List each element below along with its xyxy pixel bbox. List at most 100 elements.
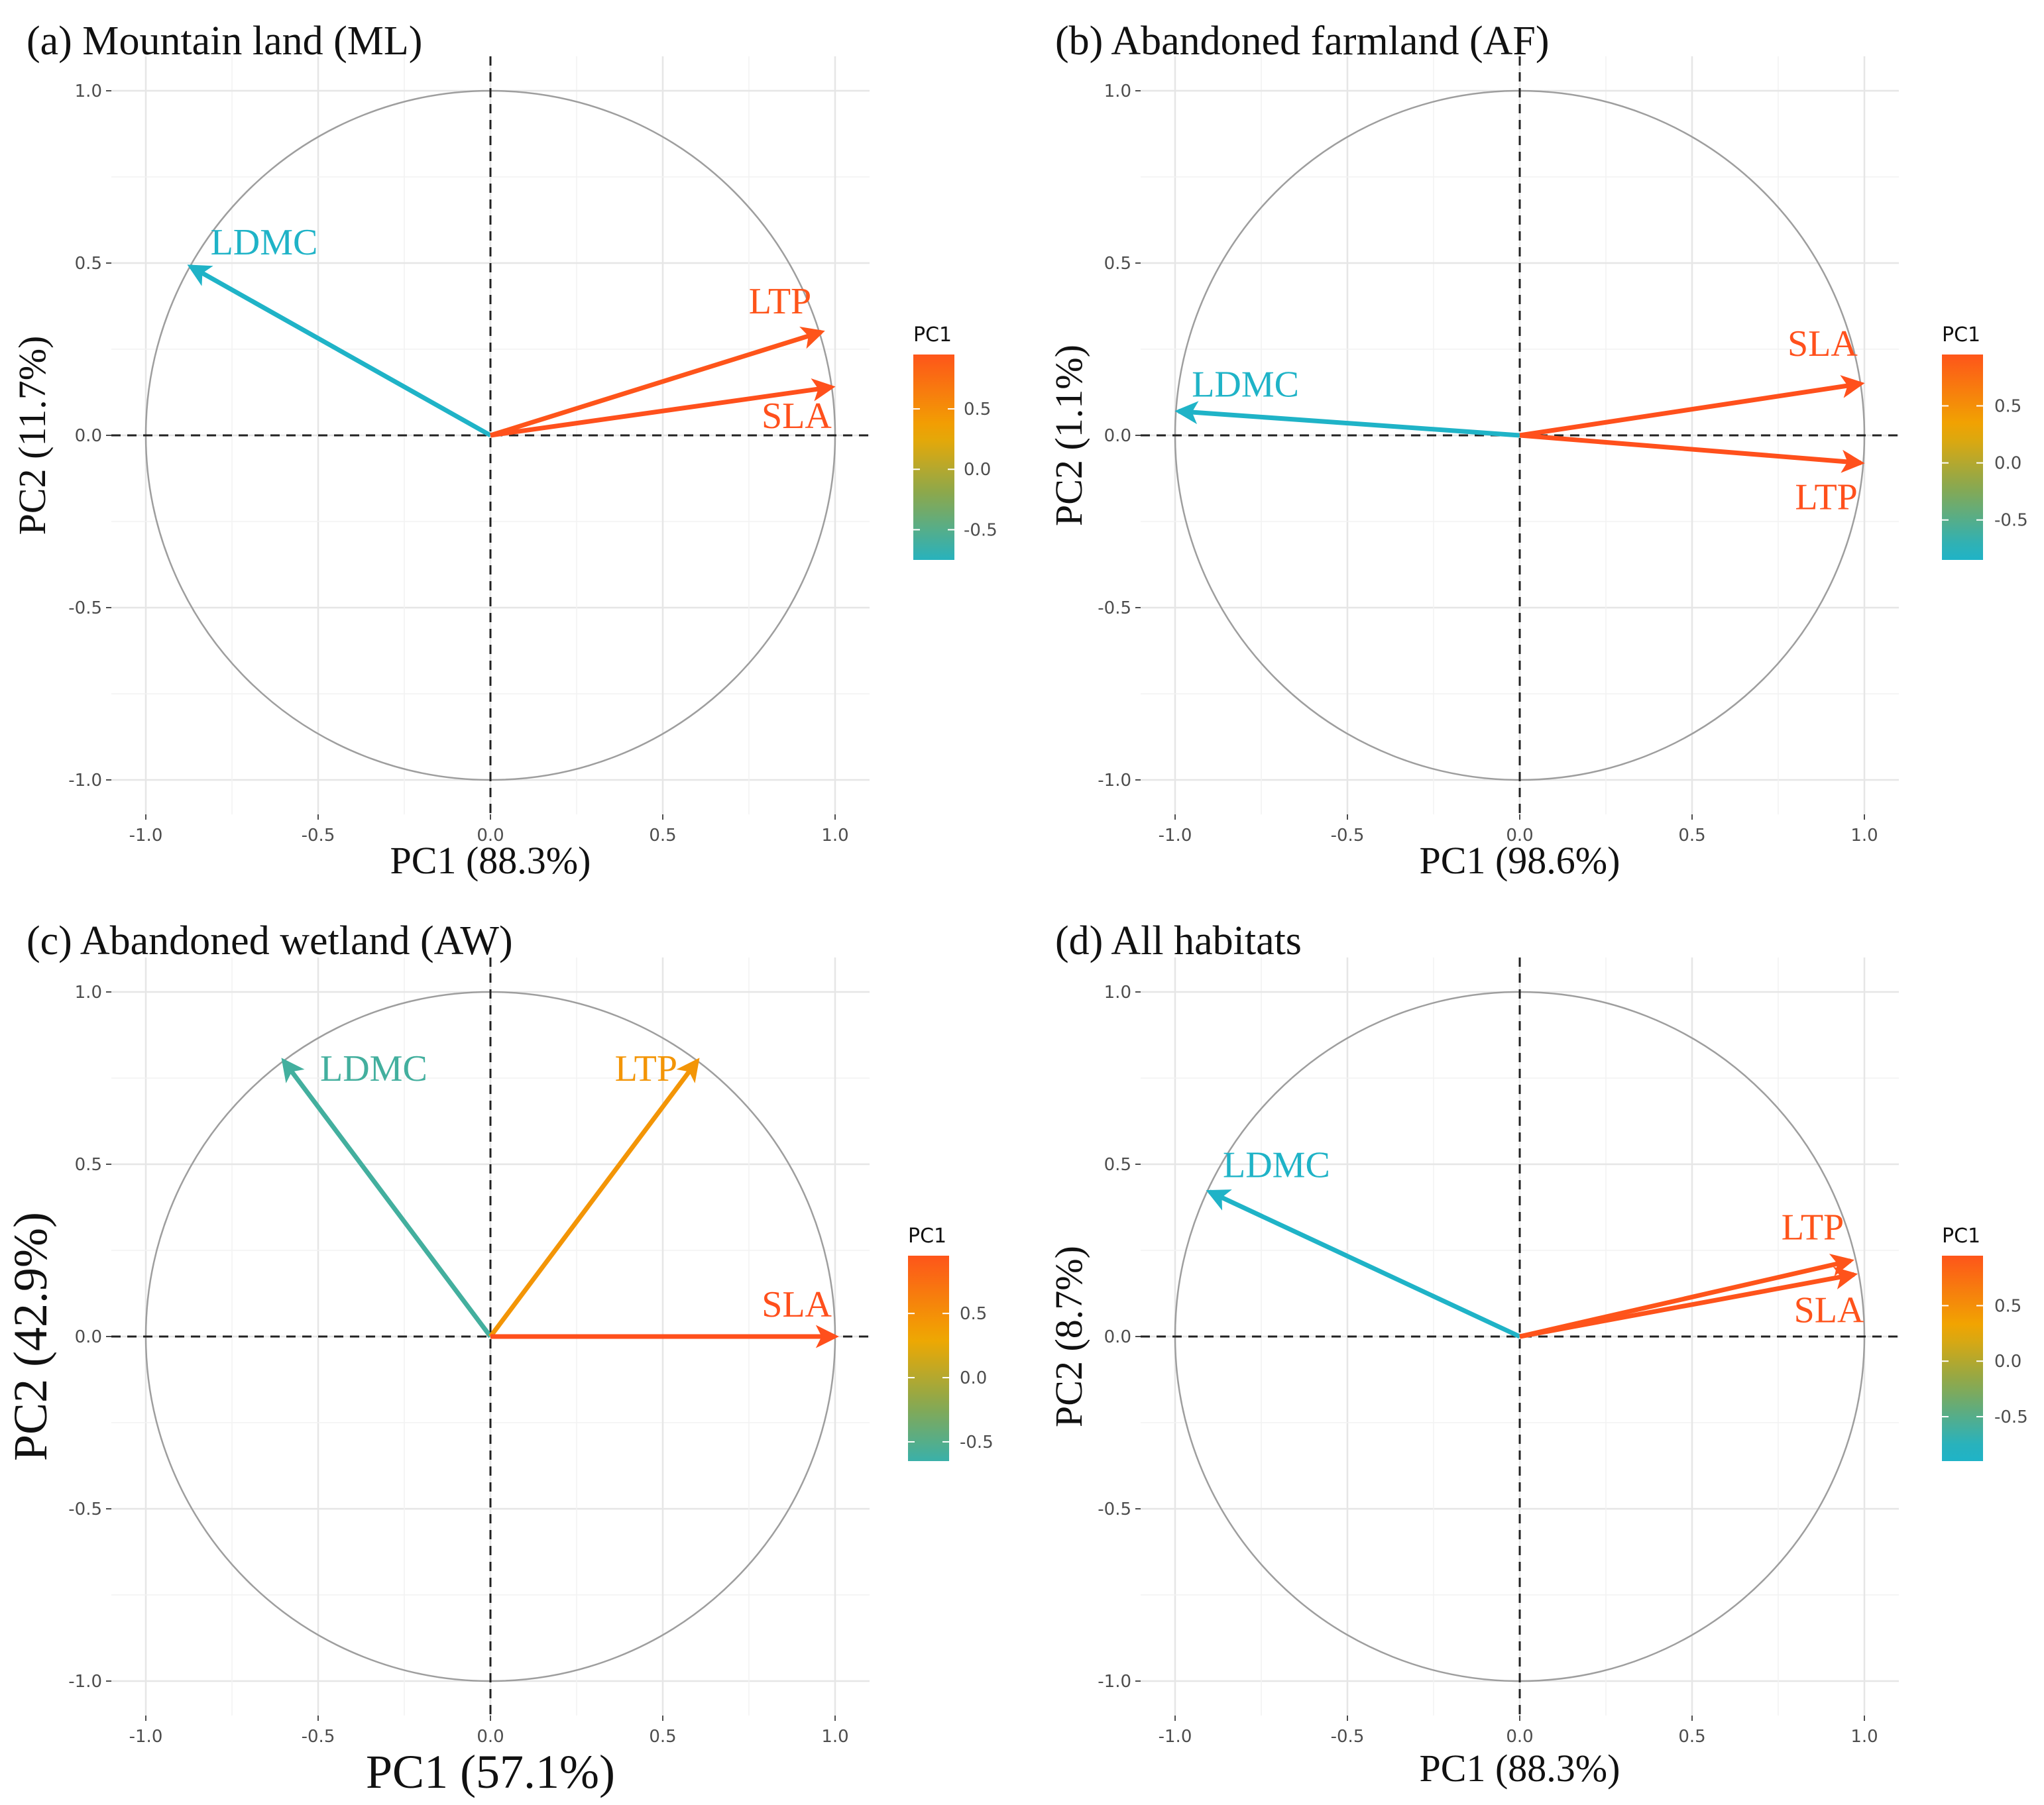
vector-ldmc	[281, 1058, 492, 1339]
x-axis-title: PC1 (88.3%)	[390, 839, 591, 882]
vector-label-ldmc: LDMC	[211, 222, 318, 263]
x-axis-title: PC1 (88.3%)	[1420, 1747, 1620, 1790]
legend-tick-label: 0.0	[964, 460, 991, 480]
y-tick-label: -0.5	[1098, 598, 1131, 618]
vector-label-sla: SLA	[762, 396, 832, 437]
x-tick-label: -1.0	[129, 826, 163, 846]
y-tick-label: 0.0	[75, 426, 102, 446]
y-tick-label: 0.5	[75, 254, 102, 274]
panel-title: (d) All habitats	[1055, 918, 1302, 963]
vector-ltp	[1519, 1254, 1854, 1339]
legend-tick-label: 0.0	[1994, 454, 2021, 474]
legend-tick-label: -0.5	[964, 520, 997, 540]
legend-colorbar	[1942, 1256, 1983, 1461]
x-tick-label: 0.5	[1678, 1727, 1705, 1747]
vector-label-sla: SLA	[1788, 323, 1858, 364]
legend-title: PC1	[913, 323, 952, 347]
y-tick-label: 1.0	[75, 983, 102, 1003]
legend-title: PC1	[1942, 323, 1980, 347]
vector-label-ldmc: LDMC	[320, 1048, 427, 1089]
legend-tick-label: 0.0	[1994, 1352, 2021, 1372]
vector-label-ltp: LTP	[1782, 1207, 1844, 1248]
x-tick-label: 1.0	[821, 826, 848, 846]
y-tick-label: 0.5	[75, 1155, 102, 1175]
x-tick-label: -0.5	[1331, 1727, 1365, 1747]
panel-2: -1.0 -0.5 0.0 0.5 1.0 -1.0 -0.5 0.0 0.5 1.0 (b) Ab…	[1047, 19, 2028, 882]
pc1-legend: PC1 0.5 0.0 -0.5	[1942, 1225, 2028, 1461]
legend-tick-label: 0.5	[960, 1304, 987, 1324]
panel-title: (b) Abandoned farmland (AF)	[1055, 19, 1550, 64]
y-tick-label: 0.0	[75, 1327, 102, 1347]
x-tick-label: -0.5	[302, 1727, 335, 1747]
x-tick-label: 1.0	[1850, 1727, 1878, 1747]
legend-tick-label: -0.5	[1994, 1407, 2028, 1427]
legend-tick-label: 0.5	[1994, 1296, 2021, 1316]
panel-title: (a) Mountain land (ML)	[27, 19, 422, 64]
x-tick-label: 0.0	[477, 1727, 504, 1747]
vector-sla	[1519, 375, 1865, 438]
x-tick-label: 0.0	[1506, 826, 1533, 846]
y-tick-label: -1.0	[1098, 1672, 1131, 1692]
vector-ltp	[488, 1058, 700, 1339]
y-tick-label: -1.0	[68, 1672, 102, 1692]
vector-label-ltp: LTP	[615, 1048, 677, 1089]
x-tick-label: 1.0	[1850, 826, 1878, 846]
y-axis-title: PC2 (42.9%)	[4, 1212, 57, 1461]
legend-tick-label: -0.5	[1994, 511, 2028, 531]
y-tick-label: 0.5	[1104, 254, 1131, 274]
x-tick-label: 0.5	[649, 826, 676, 846]
x-tick-label: 1.0	[821, 1727, 848, 1747]
vector-sla	[1519, 1266, 1858, 1339]
vector-label-ldmc: LDMC	[1223, 1145, 1330, 1186]
y-tick-label: -0.5	[68, 598, 102, 618]
vector-ltp	[489, 326, 825, 438]
pc1-legend: PC1 0.5 0.0 -0.5	[1942, 323, 2028, 560]
panel-title: (c) Abandoned wetland (AW)	[27, 918, 513, 963]
vector-sla	[490, 378, 836, 438]
y-tick-label: -1.0	[1098, 771, 1131, 791]
x-tick-label: 0.0	[1506, 1727, 1533, 1747]
x-tick-label: 0.0	[477, 826, 504, 846]
x-tick-label: -0.5	[1331, 826, 1365, 846]
x-tick-label: 0.5	[649, 1727, 676, 1747]
y-tick-label: 1.0	[75, 82, 102, 101]
y-axis-title: PC2 (8.7%)	[1047, 1246, 1090, 1427]
legend-tick-label: 0.5	[964, 400, 991, 419]
y-axis-title: PC2 (11.7%)	[11, 336, 54, 535]
y-tick-label: -0.5	[68, 1500, 102, 1519]
x-tick-label: -1.0	[1159, 826, 1192, 846]
y-tick-label: -0.5	[1098, 1500, 1131, 1519]
x-tick-label: -1.0	[1159, 1727, 1192, 1747]
x-axis-title: PC1 (98.6%)	[1420, 839, 1620, 882]
legend-colorbar	[913, 355, 954, 560]
vector-ldmc	[1174, 401, 1520, 438]
y-tick-label: 1.0	[1104, 82, 1131, 101]
vector-label-sla: SLA	[762, 1284, 832, 1325]
x-axis-title: PC1 (57.1%)	[366, 1745, 615, 1798]
x-tick-label: -1.0	[129, 1727, 163, 1747]
vector-label-ltp: LTP	[1795, 477, 1857, 518]
y-tick-label: 0.5	[1104, 1155, 1131, 1175]
legend-tick-label: -0.5	[960, 1433, 994, 1452]
legend-colorbar	[1942, 355, 1983, 560]
vector-ldmc	[1206, 1189, 1521, 1339]
y-tick-label: 1.0	[1104, 983, 1131, 1003]
panel-4: -1.0 -0.5 0.0 0.5 1.0 -1.0 -0.5 0.0 0.5 1.0 (d) Al…	[1047, 918, 2028, 1790]
legend-tick-label: 0.5	[1994, 397, 2021, 417]
vector-ldmc	[187, 264, 492, 438]
y-tick-label: -1.0	[68, 771, 102, 791]
legend-title: PC1	[1942, 1225, 1980, 1248]
vector-label-ltp: LTP	[749, 281, 811, 322]
y-tick-label: 0.0	[1104, 1327, 1131, 1347]
legend-tick-label: 0.0	[960, 1368, 987, 1388]
legend-colorbar	[908, 1256, 949, 1461]
pc1-legend: PC1 0.5 0.0 -0.5	[913, 323, 997, 560]
x-tick-label: 0.5	[1678, 826, 1705, 846]
y-axis-title: PC2 (1.1%)	[1047, 345, 1090, 526]
vector-label-sla: SLA	[1794, 1289, 1864, 1331]
vector-label-ldmc: LDMC	[1192, 364, 1299, 406]
legend-title: PC1	[908, 1225, 946, 1248]
x-tick-label: -0.5	[302, 826, 335, 846]
panel-1: -1.0 -0.5 0.0 0.5 1.0 -1.0 -0.5 0.0 0.5 1.0 (a) Mo…	[11, 19, 997, 882]
